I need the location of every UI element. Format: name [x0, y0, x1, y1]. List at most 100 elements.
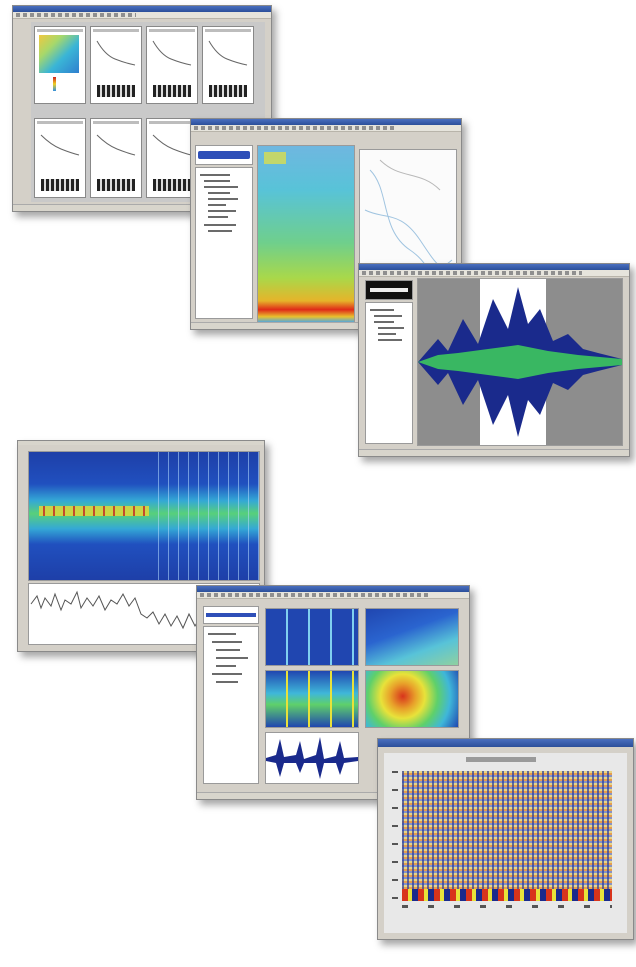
waveform-thumb — [365, 280, 413, 300]
thumbnail-plot[interactable] — [202, 26, 254, 104]
window-waveform[interactable] — [358, 263, 630, 457]
decay-curve — [208, 40, 248, 66]
title-bar[interactable] — [197, 586, 469, 592]
spectrogram-panel-4[interactable] — [365, 670, 459, 728]
thumbnail-plot[interactable] — [146, 118, 198, 198]
toolbar — [197, 592, 469, 599]
waveform-panel-5[interactable] — [265, 732, 359, 784]
toolbar-icon[interactable] — [16, 13, 136, 17]
toolbar-icon[interactable] — [362, 271, 582, 275]
thumbnail-color-map[interactable] — [34, 26, 86, 104]
tree-node-icon[interactable] — [204, 180, 230, 182]
tree-node-icon[interactable] — [208, 216, 228, 218]
file-tree[interactable] — [195, 167, 253, 319]
spectrogram-panel-2[interactable] — [365, 608, 459, 666]
data-strip — [209, 85, 247, 97]
tree-node-icon[interactable] — [216, 665, 236, 667]
waveform-preview — [203, 606, 259, 624]
thumbnail-caption — [93, 121, 139, 124]
title-bar[interactable] — [191, 119, 461, 125]
pulse-lines — [266, 609, 358, 665]
hot-band — [39, 506, 149, 516]
highlight-region — [264, 152, 286, 164]
tree-node-icon[interactable] — [208, 230, 232, 232]
thumbnail-plot[interactable] — [90, 118, 142, 198]
decay-curve — [40, 134, 80, 156]
toolbar-icon[interactable] — [200, 593, 430, 597]
status-bar — [13, 204, 271, 211]
tree-node-icon[interactable] — [378, 339, 402, 341]
decay-curve — [96, 40, 136, 66]
tree-node-icon[interactable] — [216, 657, 248, 659]
decay-curve — [96, 134, 136, 156]
y-axis-ticks — [392, 771, 398, 901]
spectrogram-vertical[interactable] — [257, 145, 355, 323]
color-map-image — [39, 35, 79, 73]
x-axis-ticks — [402, 905, 612, 908]
tree-node-icon[interactable] — [370, 309, 394, 311]
waveform-mini — [206, 613, 256, 617]
decay-curve — [152, 134, 192, 156]
tree-node-icon[interactable] — [204, 186, 238, 188]
title-bar[interactable] — [18, 441, 264, 445]
data-strip — [97, 85, 135, 97]
tree-node-icon[interactable] — [208, 204, 226, 206]
waveform-trace — [418, 287, 622, 437]
thumbnail-caption — [205, 29, 251, 32]
waveform-preview — [195, 145, 253, 165]
spectrogram-horizontal[interactable] — [28, 451, 260, 581]
window-phase-plot[interactable] — [377, 738, 634, 940]
pulse-region — [149, 452, 259, 580]
colorbar — [53, 77, 56, 91]
thumbnail-caption — [149, 29, 195, 32]
thumbnail-plot[interactable] — [34, 118, 86, 198]
status-bar — [359, 449, 629, 456]
toolbar — [13, 12, 271, 19]
bottom-band — [402, 889, 612, 901]
title-bar[interactable] — [359, 264, 629, 270]
phase-plot-image[interactable] — [402, 771, 612, 901]
tree-node-icon[interactable] — [200, 174, 230, 176]
plot-area — [384, 753, 627, 933]
toolbar — [359, 270, 629, 277]
spectrogram-panel-1[interactable] — [265, 608, 359, 666]
tree-node-icon[interactable] — [216, 681, 238, 683]
toolbar — [191, 125, 461, 132]
status-bar — [197, 792, 469, 799]
title-bar[interactable] — [378, 739, 633, 747]
plot-title-bar — [466, 757, 536, 762]
tree-node-icon[interactable] — [208, 192, 230, 194]
thumbnail-caption — [93, 29, 139, 32]
spectrogram-panel-3[interactable] — [265, 670, 359, 728]
thumbnail-caption — [149, 121, 195, 124]
data-strip — [153, 85, 191, 97]
tree-node-icon[interactable] — [378, 333, 396, 335]
thumbnail-caption — [37, 121, 83, 124]
decay-curve — [152, 40, 192, 66]
waveform-mini — [198, 151, 250, 159]
title-bar[interactable] — [13, 6, 271, 12]
tree-node-icon[interactable] — [212, 673, 242, 675]
tree-node-icon[interactable] — [204, 224, 236, 226]
data-strip — [97, 179, 135, 191]
file-tree[interactable] — [203, 626, 259, 784]
tree-node-icon[interactable] — [374, 321, 394, 323]
tree-node-icon[interactable] — [216, 649, 240, 651]
tree-node-icon[interactable] — [208, 198, 238, 200]
window-time-frequency[interactable] — [17, 440, 265, 652]
tree-node-icon[interactable] — [208, 210, 236, 212]
status-bar — [191, 322, 461, 329]
tree-node-icon[interactable] — [212, 641, 242, 643]
waveform-trace — [266, 737, 358, 779]
thumbnail-plot[interactable] — [146, 26, 198, 104]
tree-node-icon[interactable] — [374, 315, 402, 317]
file-tree[interactable] — [365, 302, 413, 444]
pulse-lines — [266, 671, 358, 727]
tree-node-icon[interactable] — [378, 327, 404, 329]
tree-node-icon[interactable] — [208, 633, 236, 635]
toolbar-icon[interactable] — [194, 126, 394, 130]
thumbnail-plot[interactable] — [90, 26, 142, 104]
waveform-plot[interactable] — [417, 278, 623, 446]
data-strip — [153, 179, 191, 191]
data-strip — [41, 179, 79, 191]
